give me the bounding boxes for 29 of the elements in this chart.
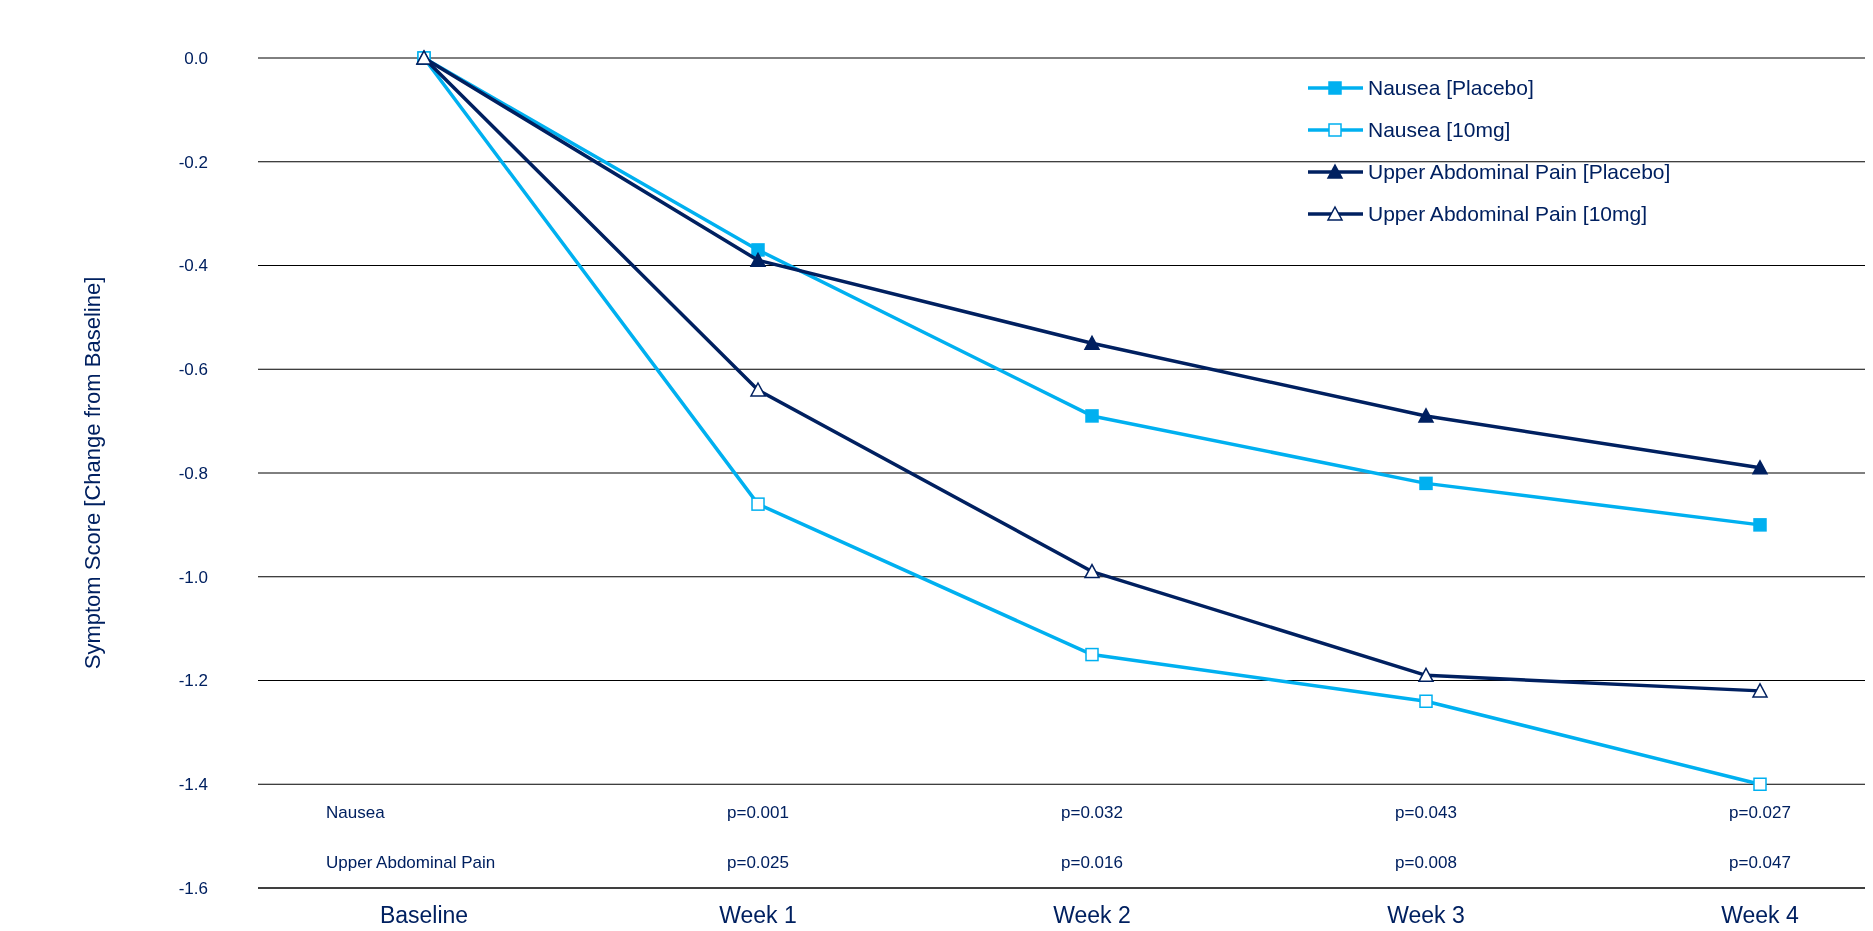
y-tick-label: 0.0 — [184, 48, 208, 68]
annotation: p=0.016 — [1061, 853, 1123, 872]
y-tick-label: -0.2 — [178, 152, 208, 172]
legend-label: Upper Abdominal Pain [10mg] — [1368, 202, 1647, 226]
y-tick-label: -1.0 — [178, 567, 208, 587]
annotation: p=0.043 — [1395, 803, 1457, 822]
x-tick-label: Baseline — [379, 902, 469, 928]
x-tick-label: Week 1 — [719, 902, 797, 928]
y-tick-label: -0.4 — [178, 256, 208, 276]
x-tick-label: Week 4 — [1721, 902, 1799, 928]
y-tick-label: -1.4 — [178, 775, 208, 795]
annotation: p=0.008 — [1395, 853, 1457, 872]
annotation: Nausea — [326, 803, 386, 822]
y-tick-label: -1.2 — [178, 671, 208, 691]
annotation: p=0.027 — [1729, 803, 1791, 822]
annotation: p=0.025 — [727, 853, 789, 872]
annotation: p=0.001 — [727, 803, 789, 822]
legend-label: Upper Abdominal Pain [Placebo] — [1368, 160, 1671, 184]
x-tick-label: Week 3 — [1387, 902, 1465, 928]
y-tick-label: -0.6 — [178, 360, 208, 380]
y-tick-label: -1.6 — [178, 878, 208, 898]
y-tick-label: -0.8 — [178, 463, 208, 483]
annotation: p=0.032 — [1061, 803, 1123, 822]
y-axis-title: Symptom Score [Change from Baseline] — [80, 276, 105, 670]
annotation: p=0.047 — [1729, 853, 1791, 872]
x-tick-label: Week 2 — [1053, 902, 1131, 928]
legend-label: Nausea [Placebo] — [1368, 76, 1534, 100]
legend-label: Nausea [10mg] — [1368, 118, 1511, 142]
annotation: Upper Abdominal Pain — [326, 853, 496, 872]
